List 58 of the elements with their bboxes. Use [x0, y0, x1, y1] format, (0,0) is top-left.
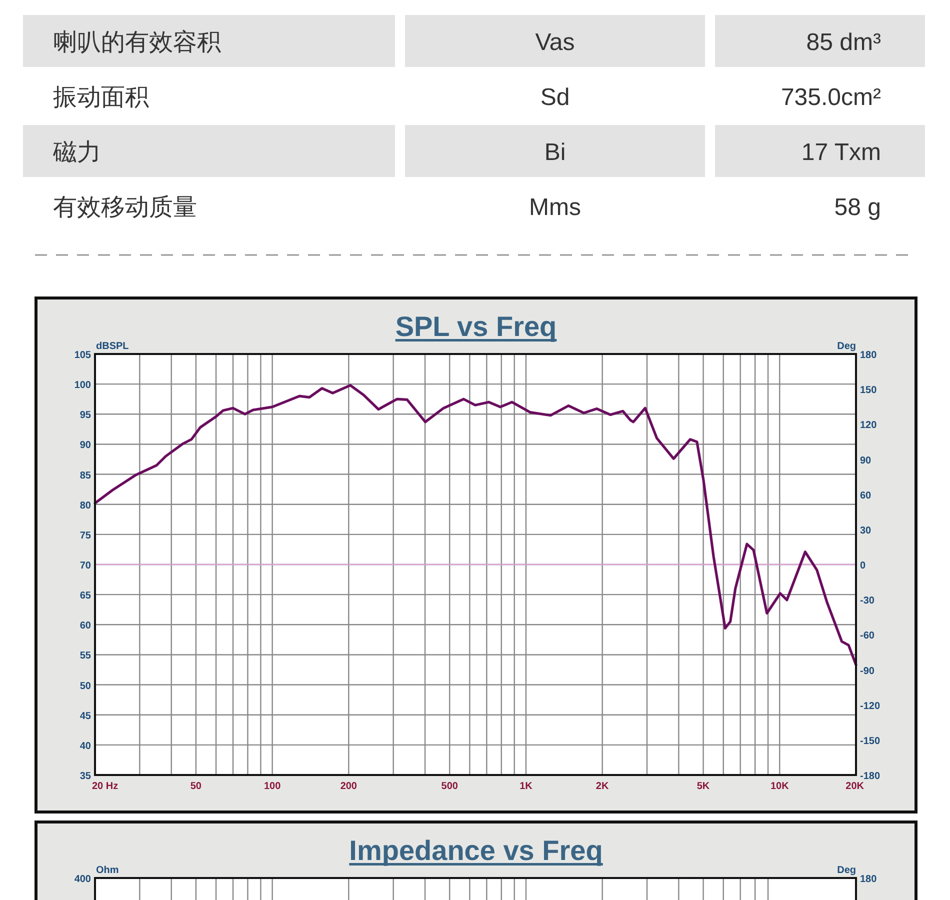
text: 58 g — [834, 194, 881, 221]
text: Impedance vs Freq — [349, 835, 603, 866]
y-tick-label: 45 — [80, 710, 92, 722]
y-tick-label: 55 — [80, 650, 92, 662]
y-tick-label: 80 — [80, 500, 92, 512]
text: 85 dm³ — [806, 29, 881, 56]
y-tick-label: 90 — [80, 440, 92, 452]
y2-tick-label: 30 — [860, 525, 872, 536]
chart-title: SPL vs Freq — [395, 311, 557, 342]
x-tick-label: 100 — [264, 781, 282, 792]
y2-axis-title: Deg — [837, 341, 856, 352]
text: Vas — [535, 29, 575, 56]
x-tick-label: 200 — [340, 781, 358, 792]
x-tick-label: 500 — [441, 781, 458, 792]
text: Sd — [540, 84, 570, 111]
text: Mms — [529, 194, 581, 221]
text: Ohm — [96, 865, 119, 876]
text: Bi — [544, 139, 566, 166]
y2-tick-label: 120 — [860, 420, 878, 432]
y-tick-label: 35 — [80, 771, 92, 782]
y-tick-label: 75 — [80, 530, 92, 542]
x-tick-label: 1K — [520, 781, 534, 792]
x-tick-label: 2K — [596, 781, 610, 792]
y-tick-label: 70 — [80, 560, 92, 572]
x-tick-label: 10K — [770, 781, 790, 792]
text: 磁力 — [52, 139, 101, 166]
y2-tick-label: 0 — [860, 560, 866, 572]
text: 735.0cm² — [780, 84, 882, 111]
text: 17 Txm — [801, 139, 881, 166]
text: 400 — [74, 874, 92, 885]
x-tick-label: 20K — [846, 781, 865, 792]
y2-tick-label: 90 — [860, 455, 872, 466]
text: 喇叭的有效容积 — [53, 29, 221, 56]
y2-tick-label: 180 — [860, 350, 878, 361]
y2-tick-label: 150 — [860, 385, 878, 396]
y-tick-label: 95 — [80, 410, 92, 422]
y2-tick-label: 60 — [860, 490, 872, 502]
y-axis-title: dBSPL — [96, 341, 129, 352]
text: 180 — [860, 874, 878, 885]
y-tick-label: 50 — [80, 680, 92, 692]
y2-tick-label: -120 — [860, 700, 880, 712]
text: 有效移动质量 — [53, 194, 197, 221]
y2-tick-label: -90 — [860, 666, 875, 677]
y-tick-label: 85 — [80, 470, 92, 482]
y-tick-label: 40 — [80, 740, 92, 752]
x-tick-label: 20 Hz — [92, 781, 118, 792]
y2-tick-label: -150 — [860, 736, 880, 747]
y2-tick-label: -180 — [860, 771, 880, 782]
y-tick-label: 60 — [80, 620, 92, 632]
text: Deg — [837, 865, 856, 876]
y2-tick-label: -60 — [860, 630, 875, 642]
text: 振动面积 — [53, 84, 149, 111]
y-tick-label: 65 — [80, 590, 92, 602]
y-tick-label: 105 — [74, 350, 92, 361]
y-tick-label: 100 — [74, 380, 92, 392]
x-tick-label: 50 — [190, 781, 202, 792]
y2-tick-label: -30 — [860, 596, 875, 607]
x-tick-label: 5K — [696, 781, 710, 792]
